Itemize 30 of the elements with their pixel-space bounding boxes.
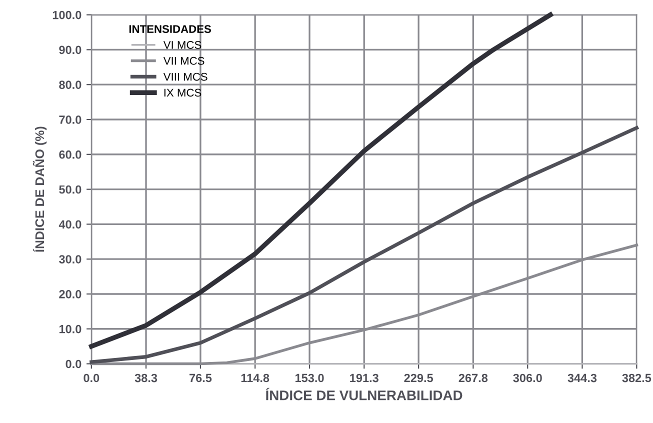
y-axis-title: ÍNDICE DE DAÑO (%)	[32, 126, 47, 252]
x-tick-label: 191.3	[350, 374, 378, 382]
x-tick-label: 267.8	[458, 374, 488, 382]
legend-title: INTENSIDADES	[129, 25, 211, 33]
y-tick-label: 40.0	[58, 220, 82, 229]
x-tick-label: 344.3	[568, 374, 597, 382]
line-series	[89, 12, 553, 349]
y-tick-label: 100.0	[52, 10, 82, 20]
legend-label: VII MCS	[163, 56, 204, 65]
y-tick-label: 50.0	[59, 185, 82, 194]
x-tick-label: 114.8	[241, 374, 270, 382]
y-tick-label: 10.0	[59, 324, 82, 334]
legend-label: IX MCS	[164, 88, 202, 97]
legend-label: VIII MCS	[163, 72, 208, 81]
x-tick-label: 76.5	[189, 374, 212, 382]
y-tick-label: 60.0	[59, 150, 82, 159]
x-tick-label: 38.3	[134, 374, 158, 382]
legend-label: VI MCS	[163, 41, 202, 49]
y-tick-label: 0.0	[66, 360, 82, 368]
y-tick-label: 20.0	[59, 290, 82, 298]
x-tick-label: 382.5	[622, 374, 652, 382]
y-tick-label: 90.0	[59, 46, 82, 54]
x-tick-label: 0.0	[84, 374, 100, 382]
x-tick-label: 153.0	[295, 374, 324, 382]
x-tick-label: 229.5	[404, 374, 434, 382]
x-tick-label: 306.0	[513, 374, 542, 382]
x-axis-title: ÍNDICE DE VULNERABILIDAD	[266, 388, 462, 400]
y-tick-label: 80.0	[59, 80, 82, 89]
y-tick-label: 70.0	[59, 116, 82, 124]
y-tick-label: 30.0	[58, 255, 82, 264]
